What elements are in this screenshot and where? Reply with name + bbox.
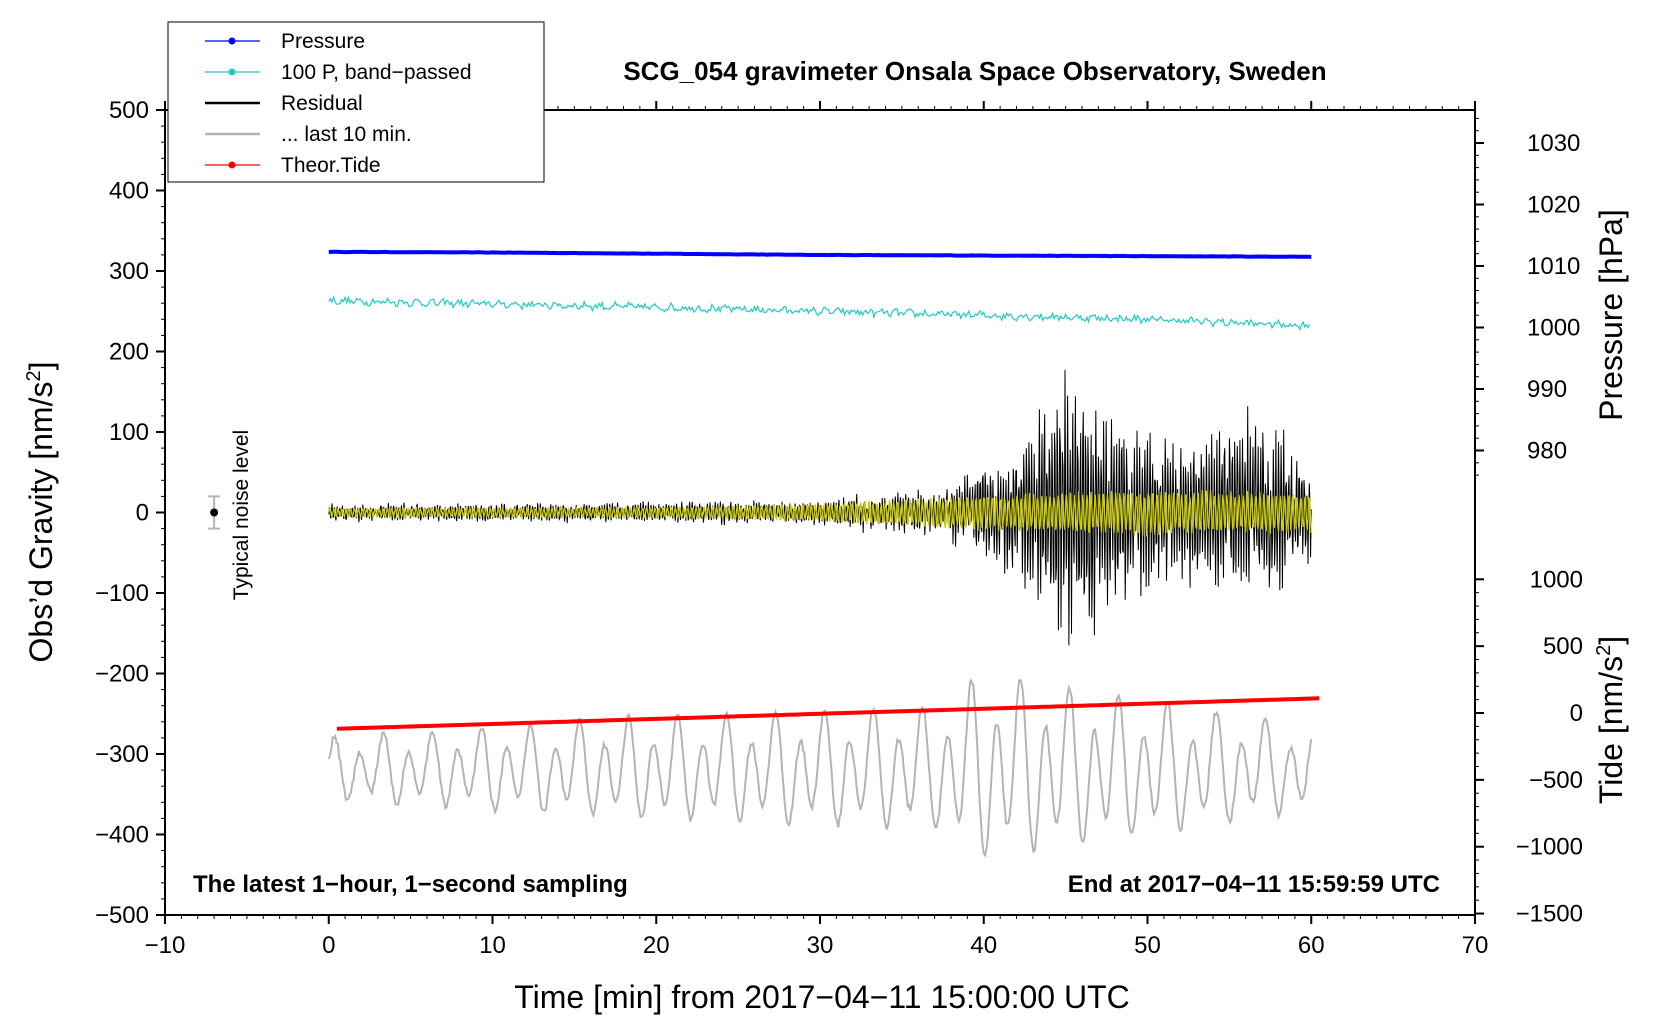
x-tick-label: 50 — [1134, 932, 1161, 959]
y-axis-left: 500 400 300 200 100 0 −100 −200 −300 −400 −500 — [95, 97, 165, 929]
y-tick-label: −300 — [95, 741, 149, 768]
x-tick-label: 60 — [1298, 932, 1325, 959]
x-tick-label: −10 — [145, 932, 186, 959]
tide-tick-label: −1000 — [1516, 834, 1583, 861]
x-axis: −10 0 10 20 30 40 50 60 70 — [145, 101, 1489, 959]
pressure-tick-label: 1000 — [1527, 315, 1580, 342]
pressure-tick-label: 1030 — [1527, 130, 1580, 157]
y-axis-left-label-sup: 2 — [23, 370, 45, 381]
y-axis-tide-label-main: Tide [nm/s — [1593, 656, 1629, 804]
noise-dot — [210, 508, 219, 517]
x-tick-label: 40 — [970, 932, 997, 959]
pressure-tick-label: 980 — [1527, 438, 1567, 465]
legend-label: Theor.Tide — [281, 154, 381, 177]
y-axis-left-label: Obs’d Gravity [nm/s2] — [23, 362, 59, 663]
tide-tick-label: 1000 — [1530, 566, 1583, 593]
x-tick-label: 30 — [807, 932, 834, 959]
x-axis-label: Time [min] from 2017−04−11 15:00:00 UTC — [514, 979, 1129, 1015]
series-pressure — [328, 249, 1312, 259]
y-tick-label: −400 — [95, 822, 149, 849]
series-residual-overlay — [328, 489, 1312, 537]
y-tick-label: −100 — [95, 580, 149, 607]
y-axis-tide-label: Tide [nm/s2] — [1593, 636, 1629, 804]
tide-tick-label: 500 — [1543, 633, 1583, 660]
y-tick-label: 100 — [109, 419, 149, 446]
legend-swatch-dot — [228, 68, 236, 76]
series-band-passed — [328, 295, 1311, 331]
pressure-tick-label: 1020 — [1527, 192, 1580, 219]
x-tick-label: 20 — [643, 932, 670, 959]
plot-series — [327, 249, 1320, 858]
tide-tick-label: −1500 — [1516, 901, 1583, 928]
y-axis-tide-label-close: ] — [1593, 636, 1629, 645]
legend-swatch-dot — [228, 37, 236, 45]
legend-label: Residual — [281, 92, 363, 115]
y-axis-pressure-label: Pressure [hPa] — [1593, 209, 1629, 421]
y-tick-label: 500 — [109, 97, 149, 124]
y-tick-label: −200 — [95, 661, 149, 688]
bottom-right-note: End at 2017−04−11 15:59:59 UTC — [1068, 871, 1440, 898]
pressure-tick-label: 990 — [1527, 376, 1567, 403]
y-tick-label: 300 — [109, 258, 149, 285]
series-theor-tide — [336, 696, 1320, 731]
y-axis-tide: 1000 500 0 −500 −1000 −1500 — [1475, 566, 1583, 928]
tide-tick-label: 0 — [1570, 700, 1583, 727]
legend: Pressure 100 P, band−passed Residual ... la… — [167, 21, 545, 183]
series-last-10-min — [327, 678, 1313, 858]
x-tick-label: 0 — [322, 932, 335, 959]
y-tick-label: 400 — [109, 178, 149, 205]
noise-level-marker — [208, 495, 221, 530]
legend-label: ... last 10 min. — [281, 123, 412, 146]
x-tick-label: 70 — [1462, 932, 1489, 959]
y-axis-left-label-close: ] — [23, 362, 59, 371]
legend-label: 100 P, band−passed — [281, 61, 472, 84]
y-tick-label: 200 — [109, 339, 149, 366]
y-tick-label: 0 — [136, 500, 149, 527]
chart-title: SCG_054 gravimeter Onsala Space Observat… — [623, 56, 1326, 86]
y-axis-tide-label-sup: 2 — [1593, 645, 1615, 656]
noise-level-label: Typical noise level — [230, 430, 253, 600]
y-axis-pressure: 1030 1020 1010 1000 990 980 — [1475, 117, 1580, 476]
y-tick-label: −500 — [95, 902, 149, 929]
legend-swatch-dot — [228, 161, 236, 169]
y-axis-left-label-main: Obs’d Gravity [nm/s — [23, 382, 59, 663]
tide-tick-label: −500 — [1529, 767, 1583, 794]
bottom-left-note: The latest 1−hour, 1−second sampling — [193, 871, 628, 898]
pressure-tick-label: 1010 — [1527, 253, 1580, 280]
x-tick-label: 10 — [479, 932, 506, 959]
legend-label: Pressure — [281, 30, 365, 53]
